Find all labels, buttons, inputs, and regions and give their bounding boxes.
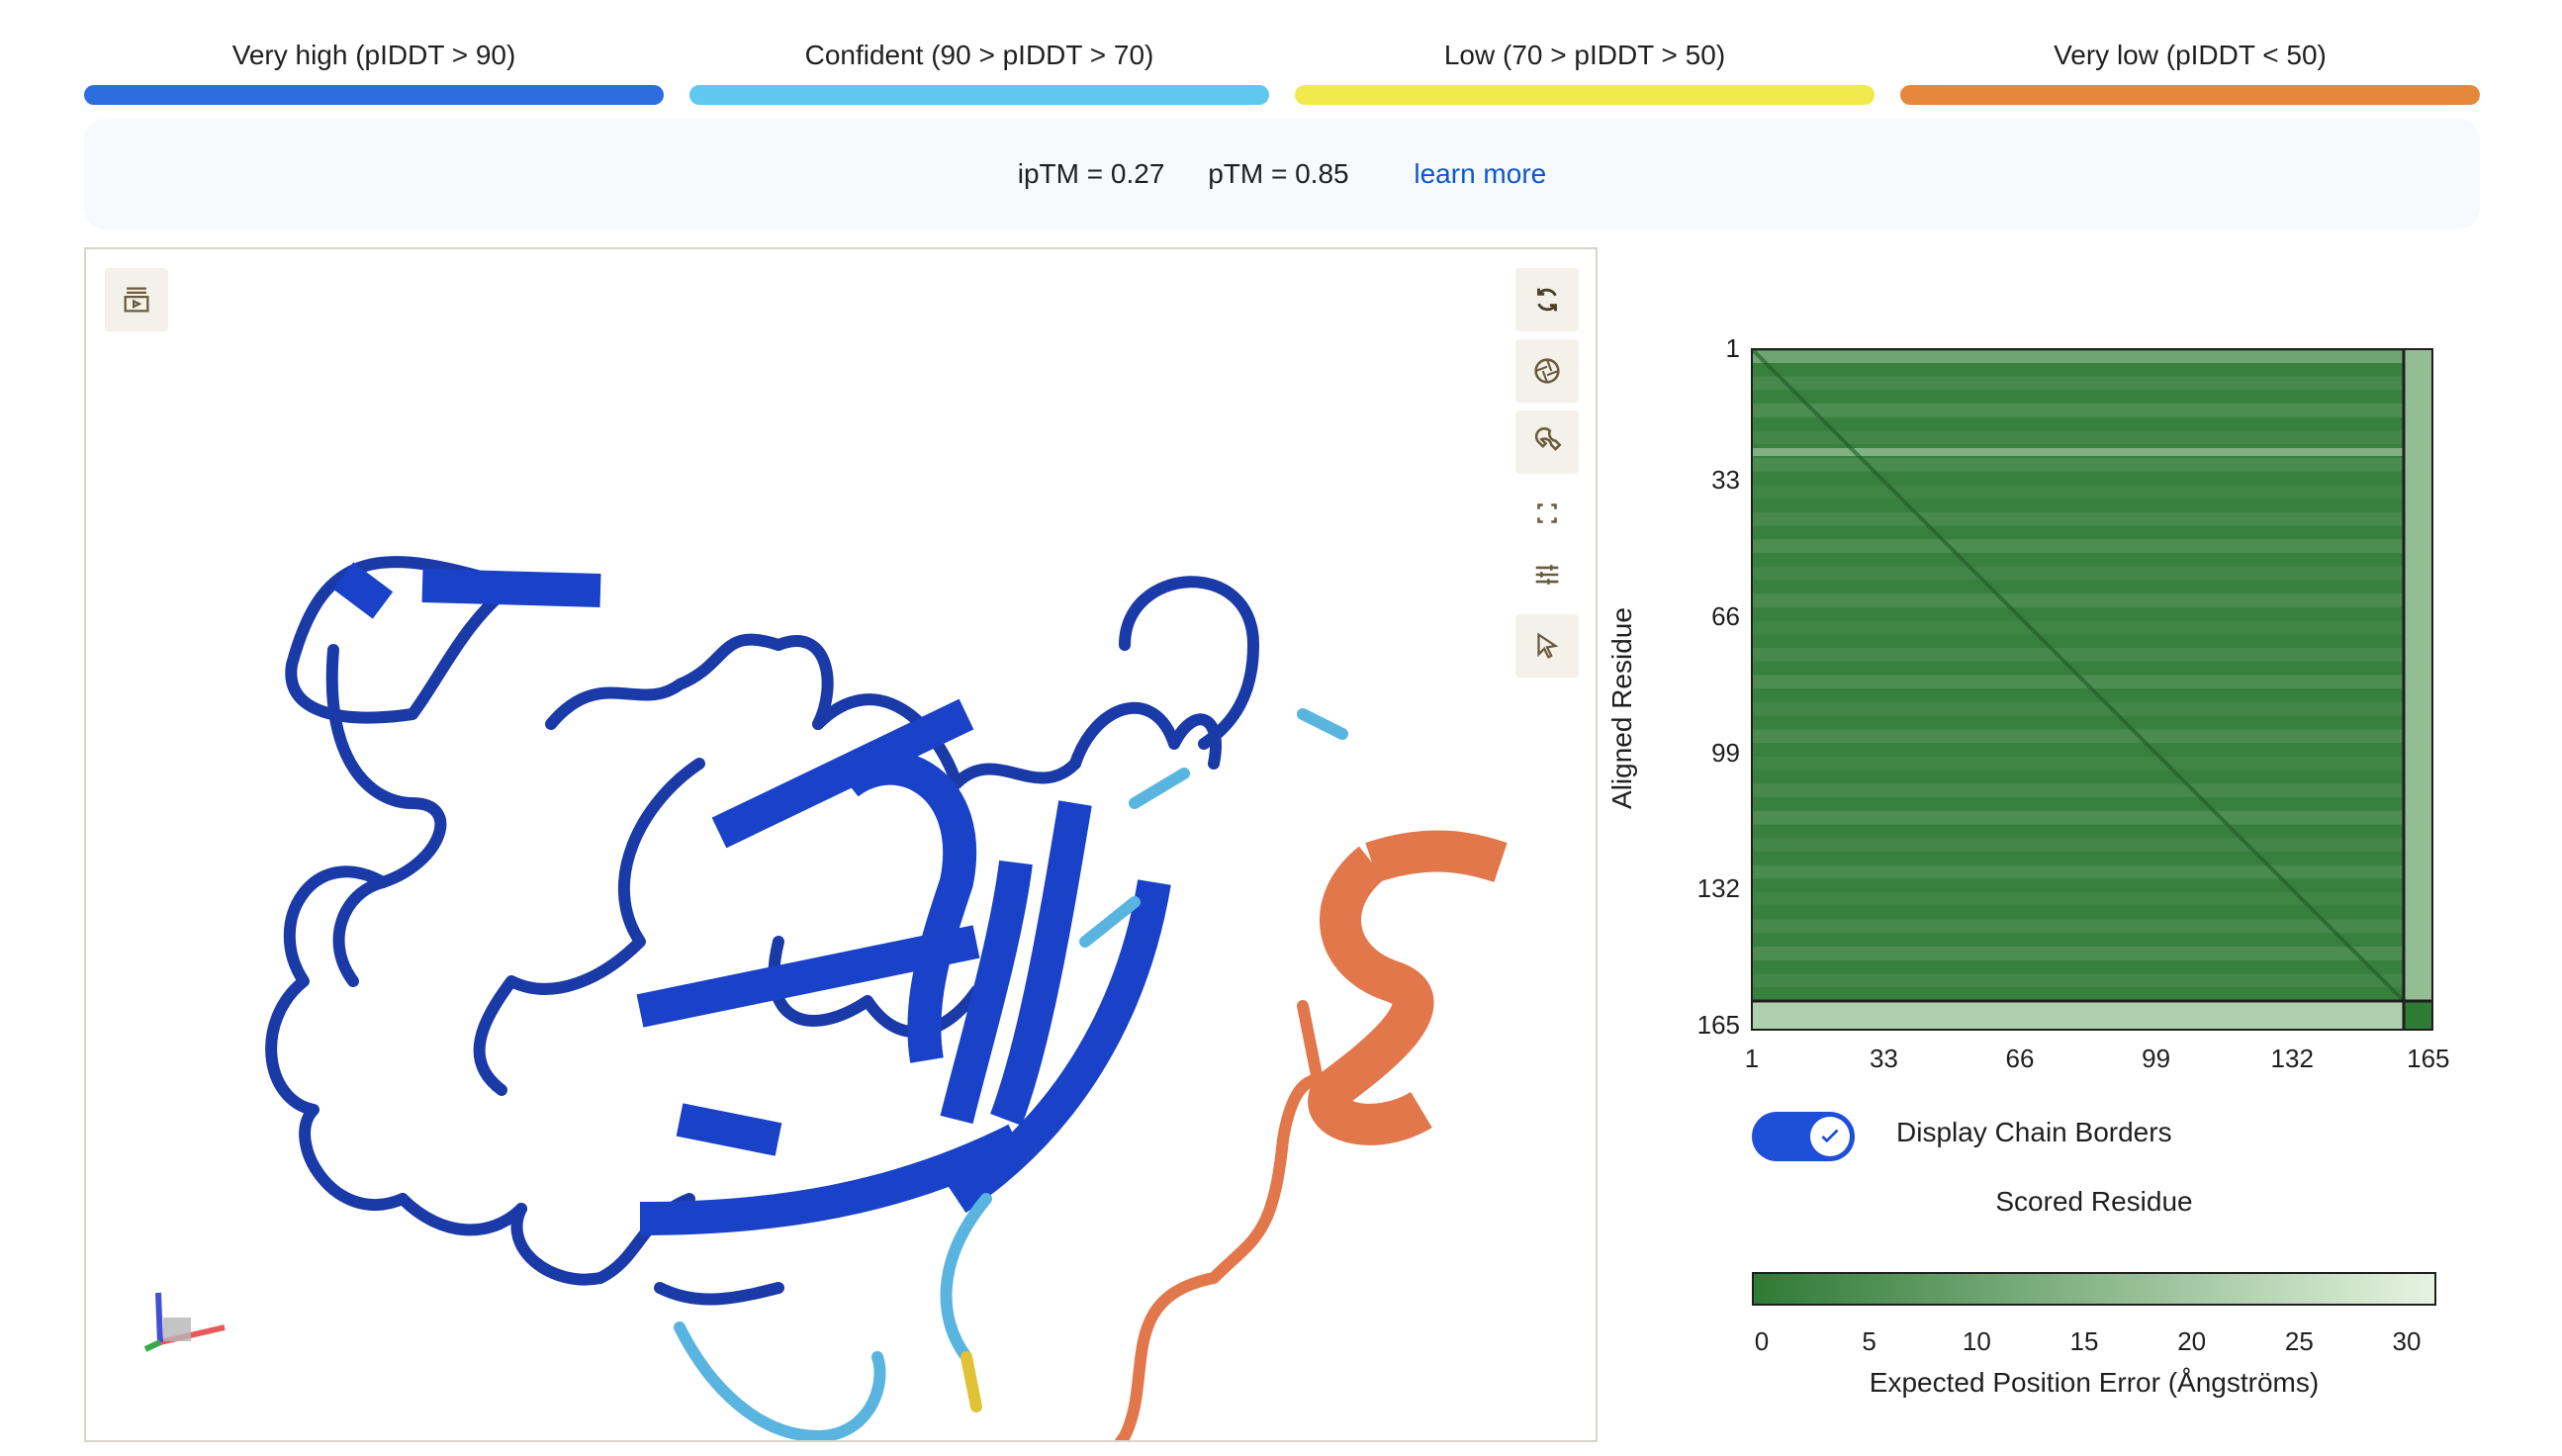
x-tick-label: 132 (2270, 1044, 2314, 1073)
confidence-metrics: ipTM = 0.27 pTM = 0.85 learn more (84, 119, 2480, 229)
y-tick-label: 165 (1696, 1009, 1740, 1040)
pae-row-band (1752, 566, 2404, 581)
pae-row-band (1752, 864, 2404, 879)
x-tick-label: 165 (2407, 1044, 2450, 1073)
select-mode-button[interactable] (1515, 614, 1579, 678)
pae-block-chain-b (2403, 1000, 2432, 1030)
colorbar-tick-label: 0 (1754, 1326, 1770, 1356)
y-tick-label: 132 (1696, 873, 1740, 904)
pae-row-band (1752, 838, 2404, 852)
learn-more-link[interactable]: learn more (1414, 158, 1547, 189)
pae-row-band (1752, 810, 2404, 825)
structure-viewer[interactable] (84, 247, 1598, 1442)
pae-row-band (1752, 376, 2404, 391)
cursor-icon (1537, 632, 1559, 659)
legend-label: Low (70 > pIDDT > 50) (1443, 40, 1726, 70)
pae-row-band (1752, 403, 2404, 417)
colorbar-tick-label: 25 (2284, 1326, 2314, 1356)
very-low-confidence-chain (1114, 1000, 1324, 1440)
pae-x-axis-label: Scored Residue (1995, 1186, 2193, 1217)
y-tick-label: 33 (1711, 465, 1740, 496)
pae-row-band (1752, 511, 2404, 526)
pae-row-band (1752, 919, 2404, 934)
confident-segments (674, 708, 1348, 1440)
legend-label: Confident (90 > pIDDT > 70) (804, 40, 1154, 70)
sequence-view-button[interactable] (105, 268, 168, 331)
toggle-knob (1810, 1117, 1850, 1156)
pae-row-band (1752, 701, 2404, 716)
very-low-helix (1308, 830, 1508, 1145)
colorbar-tick-label: 5 (1862, 1326, 1876, 1356)
pae-row-band (1752, 485, 2404, 500)
low-confidence-segment (961, 1351, 982, 1412)
pae-frame (1751, 348, 2433, 1031)
x-tick-label: 99 (2142, 1044, 2171, 1073)
pae-band-residue-33 (1752, 448, 2404, 456)
pae-row-band (1752, 457, 2404, 472)
pae-block-chain-a (1752, 349, 2404, 1001)
reset-view-button[interactable] (1515, 268, 1579, 331)
colorbar-tick-label: 15 (2069, 1326, 2099, 1356)
pae-colorbar (1752, 1272, 2436, 1306)
pae-row-band (1752, 947, 2404, 960)
y-tick-label: 66 (1711, 601, 1740, 632)
settings-button[interactable] (1515, 410, 1579, 474)
chain-borders-toggle[interactable] (1752, 1112, 1855, 1161)
x-tick-label: 1 (1744, 1044, 1760, 1073)
controls-button[interactable] (1515, 543, 1579, 606)
check-icon (1821, 1129, 1839, 1143)
pae-row-band (1752, 430, 2404, 445)
colorbar-tick-label: 10 (1962, 1326, 1991, 1356)
camera-aperture-icon (1534, 358, 1560, 384)
pae-diagonal (1750, 347, 2406, 1003)
y-tick-label: 99 (1711, 737, 1740, 768)
pae-row-band (1752, 349, 2404, 363)
colorbar-tick-label: 20 (2177, 1326, 2207, 1356)
pae-top-band (1752, 351, 2404, 363)
pae-row-band (1752, 539, 2404, 553)
legend-low: Low (70 > pIDDT > 50) (1295, 36, 1875, 105)
iptm-value: ipTM = 0.27 (1017, 158, 1165, 189)
plddt-legend: Very high (pIDDT > 90) Confident (90 > p… (84, 36, 2480, 105)
x-tick-label: 66 (2005, 1044, 2035, 1073)
legend-very-low: Very low (pIDDT < 50) (1900, 36, 2480, 105)
pae-row-band (1752, 620, 2404, 635)
pae-block-ba (1752, 1000, 2404, 1030)
screenshot-button[interactable] (1515, 339, 1579, 403)
ptm-value: pTM = 0.85 (1208, 158, 1349, 189)
pae-row-band (1752, 973, 2404, 988)
beta-strands (332, 562, 1171, 1235)
pae-y-axis-label: Aligned Residue (1606, 607, 1637, 809)
sliders-icon (1535, 565, 1559, 585)
legend-confident: Confident (90 > pIDDT > 70) (689, 36, 1269, 105)
legend-bar-low (1295, 85, 1875, 105)
colorbar-tick-label: 30 (2392, 1326, 2422, 1356)
legend-bar-very-low (1900, 85, 2480, 105)
y-tick-label: 1 (1725, 333, 1740, 363)
pae-row-band (1752, 729, 2404, 744)
legend-bar-confident (689, 85, 1269, 105)
axis-gizmo (143, 1292, 226, 1352)
pae-row-band (1752, 593, 2404, 607)
protein-structure-render[interactable] (86, 249, 1596, 1440)
legend-label: Very high (pIDDT > 90) (231, 40, 516, 70)
pae-row-band (1752, 756, 2404, 771)
colorbar-label: Expected Position Error (Ångströms) (1869, 1367, 2320, 1398)
screenshot-sequence-icon (124, 287, 149, 313)
legend-label: Very low (pIDDT < 50) (2054, 40, 2327, 70)
pae-row-band (1752, 783, 2404, 798)
pae-row-band (1752, 648, 2404, 662)
rotate-icon (1537, 288, 1557, 312)
fullscreen-icon (1537, 503, 1557, 523)
x-tick-label: 33 (1869, 1044, 1898, 1073)
chain-borders-label: Display Chain Borders (1896, 1117, 2172, 1147)
fullscreen-button[interactable] (1515, 482, 1579, 545)
legend-bar-very-high (84, 85, 664, 105)
pae-block-ab (2403, 349, 2432, 1001)
pae-row-band (1752, 892, 2404, 906)
wrench-icon (1534, 427, 1562, 451)
pae-row-band (1752, 675, 2404, 689)
legend-very-high: Very high (pIDDT > 90) (84, 36, 664, 105)
